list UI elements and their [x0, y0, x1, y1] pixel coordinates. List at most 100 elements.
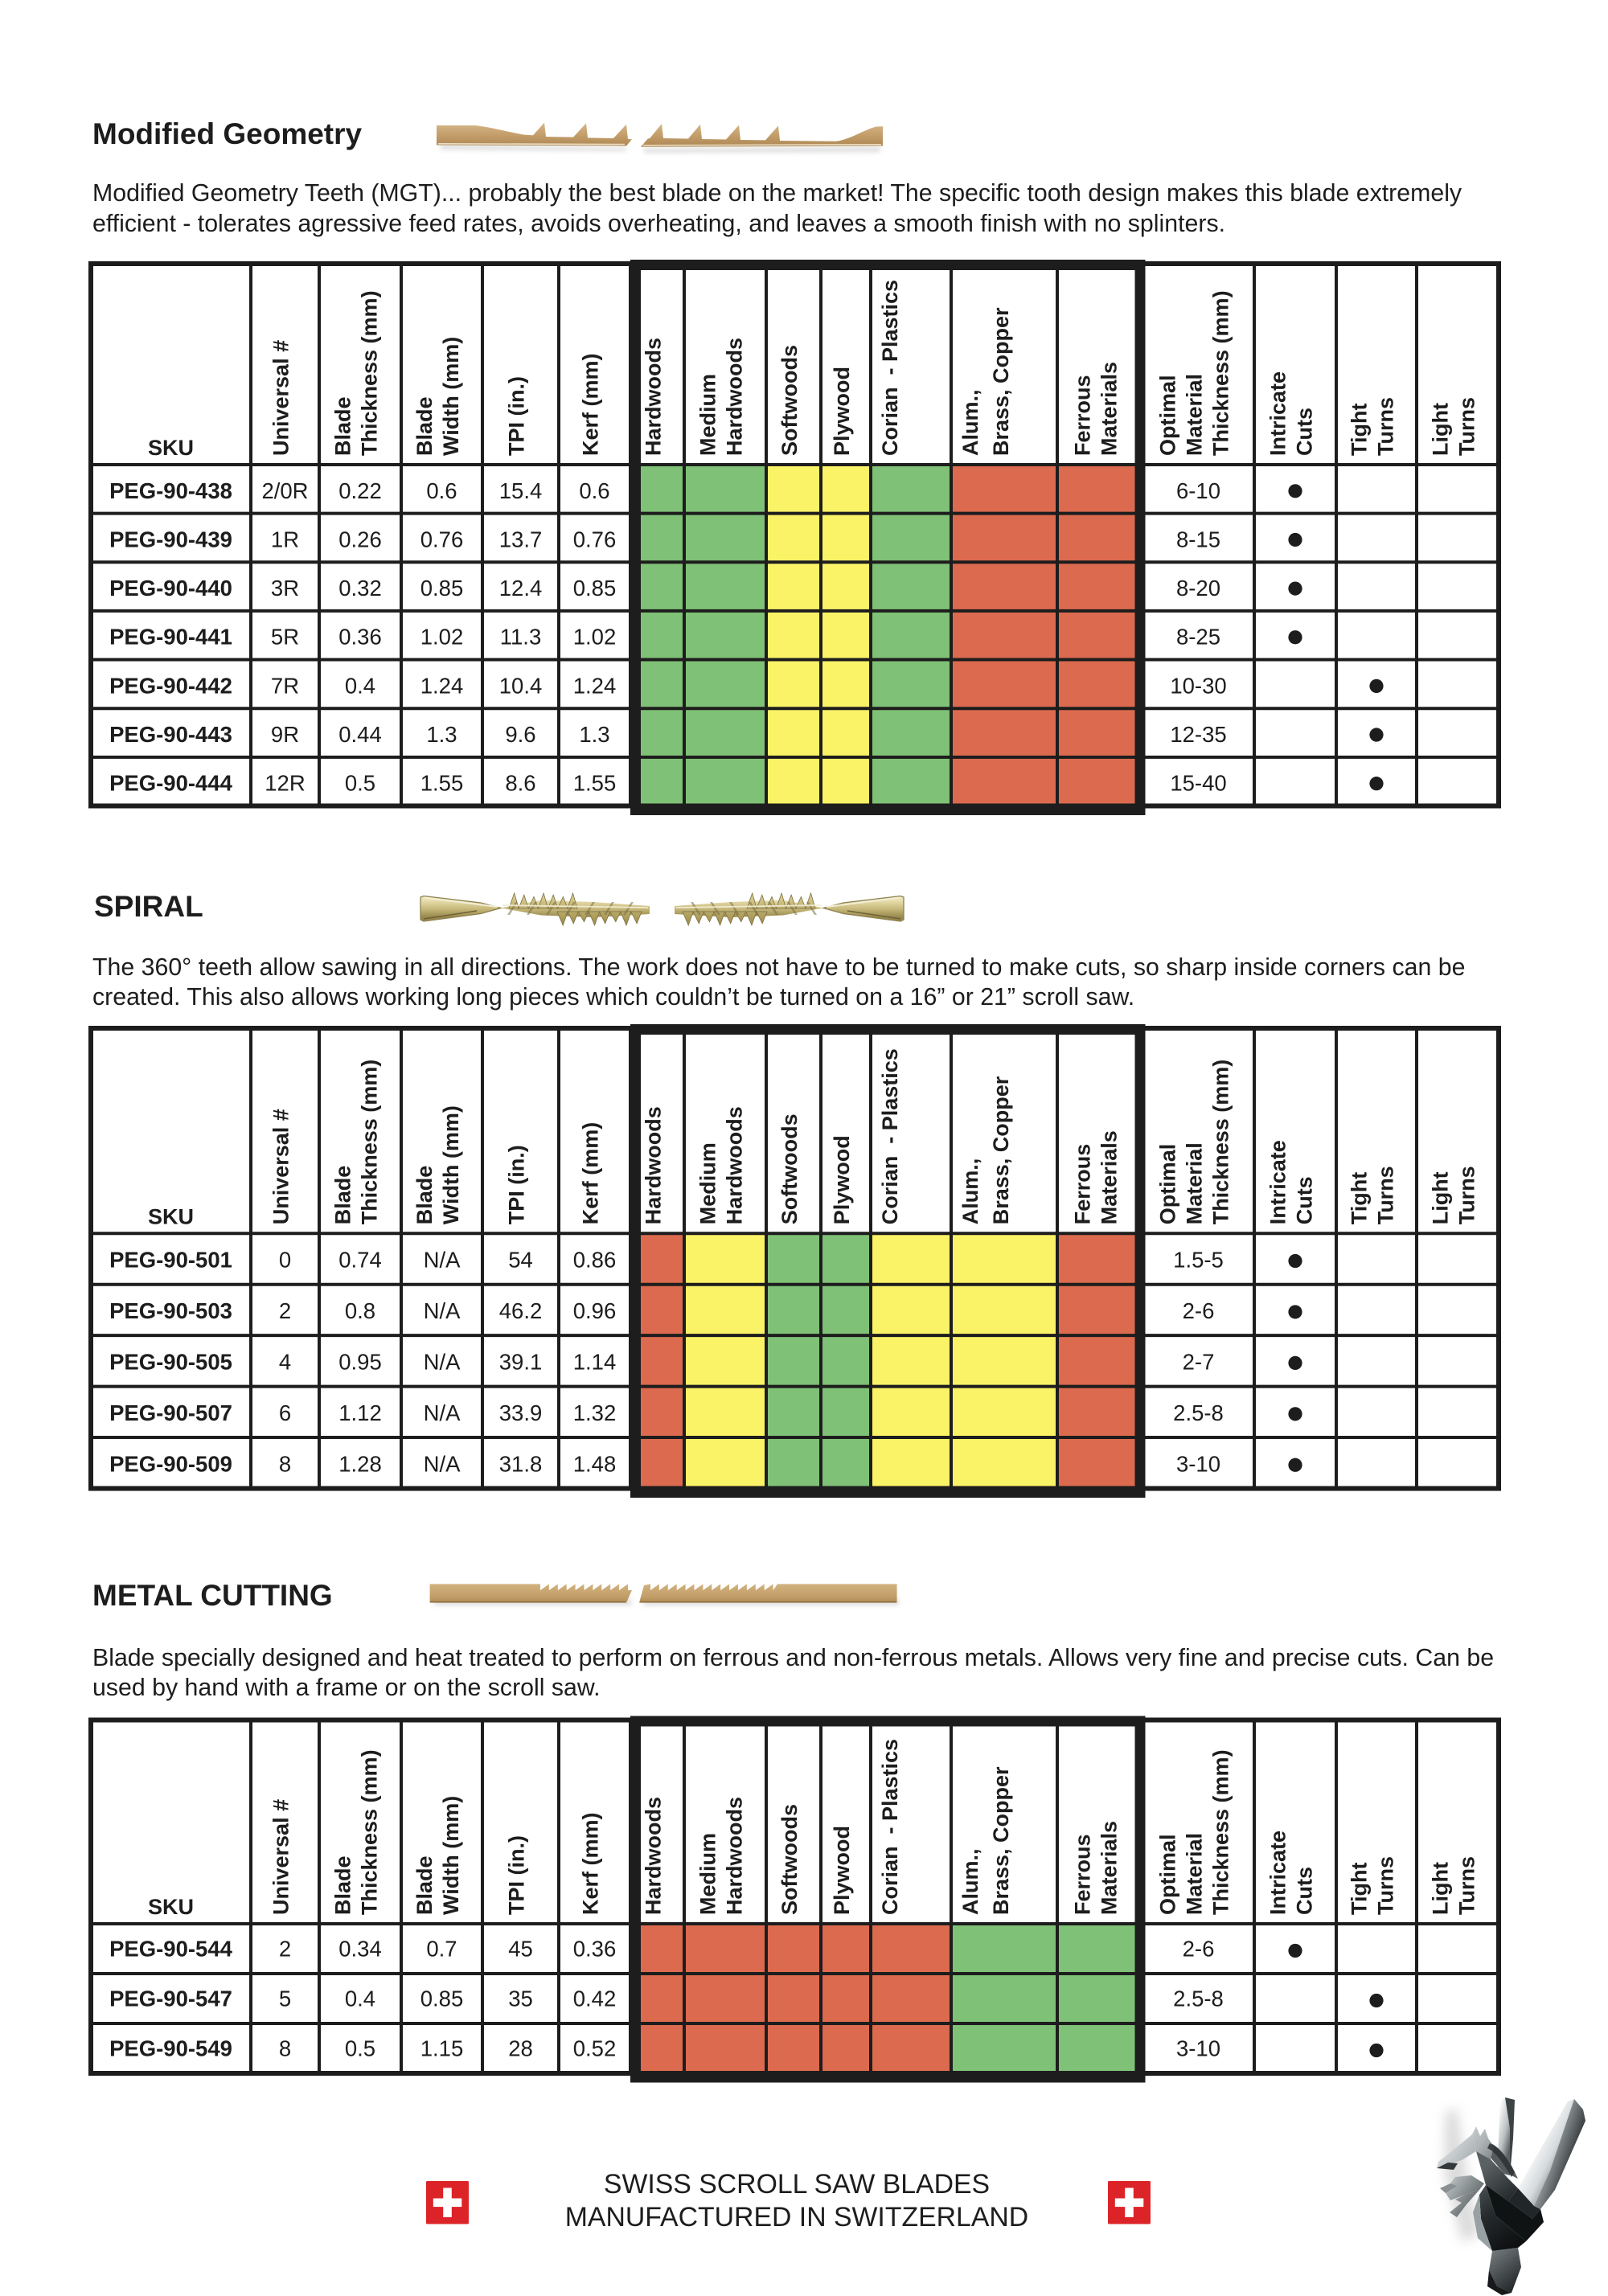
svg-text:0.8: 0.8: [345, 1298, 375, 1323]
svg-text:MANUFACTURED IN SWITZERLAND: MANUFACTURED IN SWITZERLAND: [565, 2202, 1028, 2232]
svg-text:Kerf (mm): Kerf (mm): [579, 1122, 603, 1225]
svg-text:Intricate: Intricate: [1266, 371, 1290, 456]
svg-text:0.5: 0.5: [345, 771, 375, 796]
svg-text:11.3: 11.3: [500, 625, 541, 650]
svg-text:Corian - Plastics: Corian - Plastics: [878, 280, 902, 456]
svg-text:1.15: 1.15: [420, 2036, 464, 2061]
svg-text:Thickness (mm): Thickness (mm): [358, 1749, 382, 1915]
svg-text:Universal #: Universal #: [269, 1109, 293, 1224]
svg-text:Modified Geometry: Modified Geometry: [92, 117, 363, 150]
svg-text:PEG-90-505: PEG-90-505: [109, 1349, 232, 1374]
svg-text:Thickness (mm): Thickness (mm): [358, 1060, 382, 1225]
svg-text:0.4: 0.4: [345, 1986, 375, 2011]
svg-text:31.8: 31.8: [499, 1451, 543, 1476]
svg-text:2-7: 2-7: [1183, 1349, 1215, 1374]
svg-text:1.24: 1.24: [573, 673, 617, 698]
svg-text:PEG-90-547: PEG-90-547: [109, 1986, 232, 2011]
svg-text:0.44: 0.44: [338, 722, 382, 747]
svg-text:Alum.,: Alum.,: [958, 389, 982, 456]
svg-text:PEG-90-509: PEG-90-509: [109, 1451, 232, 1476]
svg-text:5R: 5R: [271, 625, 299, 650]
svg-text:Turns: Turns: [1374, 1166, 1398, 1224]
svg-text:Light: Light: [1429, 1171, 1453, 1224]
svg-text:efficient - tolerates agressiv: efficient - tolerates agressive feed rat…: [92, 211, 1225, 237]
svg-text:SKU: SKU: [148, 1895, 194, 1919]
svg-text:2-6: 2-6: [1183, 1298, 1215, 1323]
svg-text:13.7: 13.7: [499, 527, 543, 551]
svg-text:PEG-90-443: PEG-90-443: [109, 722, 232, 747]
svg-text:1.3: 1.3: [426, 722, 457, 747]
svg-text:7R: 7R: [271, 673, 299, 698]
svg-text:Tight: Tight: [1348, 1863, 1372, 1915]
svg-text:8: 8: [279, 2036, 291, 2061]
svg-text:0.36: 0.36: [573, 1937, 617, 1962]
svg-text:Blade: Blade: [412, 396, 437, 456]
svg-text:2-6: 2-6: [1183, 1937, 1215, 1962]
svg-text:1.5-5: 1.5-5: [1173, 1248, 1224, 1273]
svg-text:0.42: 0.42: [573, 1986, 617, 2011]
svg-text:Thickness (mm): Thickness (mm): [358, 290, 382, 456]
svg-text:Hardwoods: Hardwoods: [642, 338, 666, 456]
svg-text:Medium: Medium: [696, 1142, 720, 1224]
svg-text:0.76: 0.76: [573, 527, 617, 551]
svg-text:0.22: 0.22: [338, 478, 382, 503]
svg-text:0.7: 0.7: [426, 1937, 457, 1962]
svg-text:PEG-90-441: PEG-90-441: [109, 625, 232, 650]
svg-text:2.5-8: 2.5-8: [1173, 1986, 1224, 2011]
svg-text:SKU: SKU: [148, 1204, 194, 1228]
svg-text:Universal #: Universal #: [269, 340, 293, 456]
svg-text:TPI (in.): TPI (in.): [505, 1835, 529, 1915]
svg-text:54: 54: [508, 1248, 533, 1273]
svg-text:Ferrous: Ferrous: [1071, 1144, 1095, 1225]
svg-text:PEG-90-439: PEG-90-439: [109, 527, 232, 551]
svg-text:Materials: Materials: [1097, 362, 1122, 456]
svg-text:PEG-90-503: PEG-90-503: [109, 1298, 232, 1323]
svg-text:Tight: Tight: [1348, 404, 1372, 456]
svg-text:PEG-90-440: PEG-90-440: [109, 576, 232, 601]
svg-text:PEG-90-438: PEG-90-438: [109, 478, 232, 503]
svg-text:Width (mm): Width (mm): [439, 1105, 463, 1224]
svg-text:10.4: 10.4: [499, 673, 543, 698]
svg-text:2: 2: [279, 1937, 291, 1962]
svg-text:0.5: 0.5: [345, 2036, 375, 2061]
svg-text:PEG-90-507: PEG-90-507: [109, 1400, 232, 1425]
svg-text:Material: Material: [1183, 374, 1207, 456]
svg-text:PEG-90-501: PEG-90-501: [109, 1248, 232, 1273]
svg-text:12R: 12R: [265, 771, 305, 796]
svg-text:Width (mm): Width (mm): [439, 337, 463, 456]
svg-text:2: 2: [279, 1298, 291, 1323]
svg-text:Cuts: Cuts: [1293, 1867, 1317, 1915]
svg-text:Blade: Blade: [412, 1166, 437, 1225]
svg-text:Kerf (mm): Kerf (mm): [579, 353, 603, 456]
svg-text:0.26: 0.26: [338, 527, 382, 551]
svg-text:Plywood: Plywood: [830, 1826, 854, 1915]
svg-text:8.6: 8.6: [505, 771, 535, 796]
svg-text:Material: Material: [1183, 1142, 1207, 1224]
svg-text:Thickness (mm): Thickness (mm): [1209, 1060, 1233, 1225]
svg-text:Plywood: Plywood: [830, 367, 854, 456]
svg-text:Blade: Blade: [331, 1166, 355, 1225]
svg-text:Hardwoods: Hardwoods: [723, 338, 747, 456]
svg-text:Materials: Materials: [1097, 1821, 1122, 1915]
svg-text:0.96: 0.96: [573, 1298, 617, 1323]
svg-text:Intricate: Intricate: [1266, 1140, 1290, 1224]
svg-text:Width (mm): Width (mm): [439, 1796, 463, 1915]
svg-text:Softwoods: Softwoods: [777, 1113, 802, 1224]
svg-text:Blade specially designed and h: Blade specially designed and heat treate…: [92, 1645, 1494, 1671]
svg-text:Hardwoods: Hardwoods: [723, 1106, 747, 1224]
svg-text:Turns: Turns: [1455, 1166, 1479, 1224]
svg-text:PEG-90-444: PEG-90-444: [109, 771, 233, 796]
svg-text:46.2: 46.2: [499, 1298, 543, 1323]
svg-text:Medium: Medium: [696, 1833, 720, 1915]
svg-text:6: 6: [279, 1400, 291, 1425]
svg-text:Thickness (mm): Thickness (mm): [1209, 290, 1233, 456]
svg-text:Softwoods: Softwoods: [777, 345, 802, 456]
svg-text:0.32: 0.32: [338, 576, 382, 601]
svg-text:Corian - Plastics: Corian - Plastics: [878, 1739, 902, 1915]
svg-text:Brass, Copper: Brass, Copper: [989, 1766, 1013, 1915]
svg-text:Hardwoods: Hardwoods: [642, 1106, 666, 1224]
svg-text:Optimal: Optimal: [1156, 1144, 1180, 1225]
svg-text:3-10: 3-10: [1176, 2036, 1220, 2061]
svg-text:METAL CUTTING: METAL CUTTING: [92, 1579, 333, 1612]
svg-text:0.85: 0.85: [420, 576, 464, 601]
